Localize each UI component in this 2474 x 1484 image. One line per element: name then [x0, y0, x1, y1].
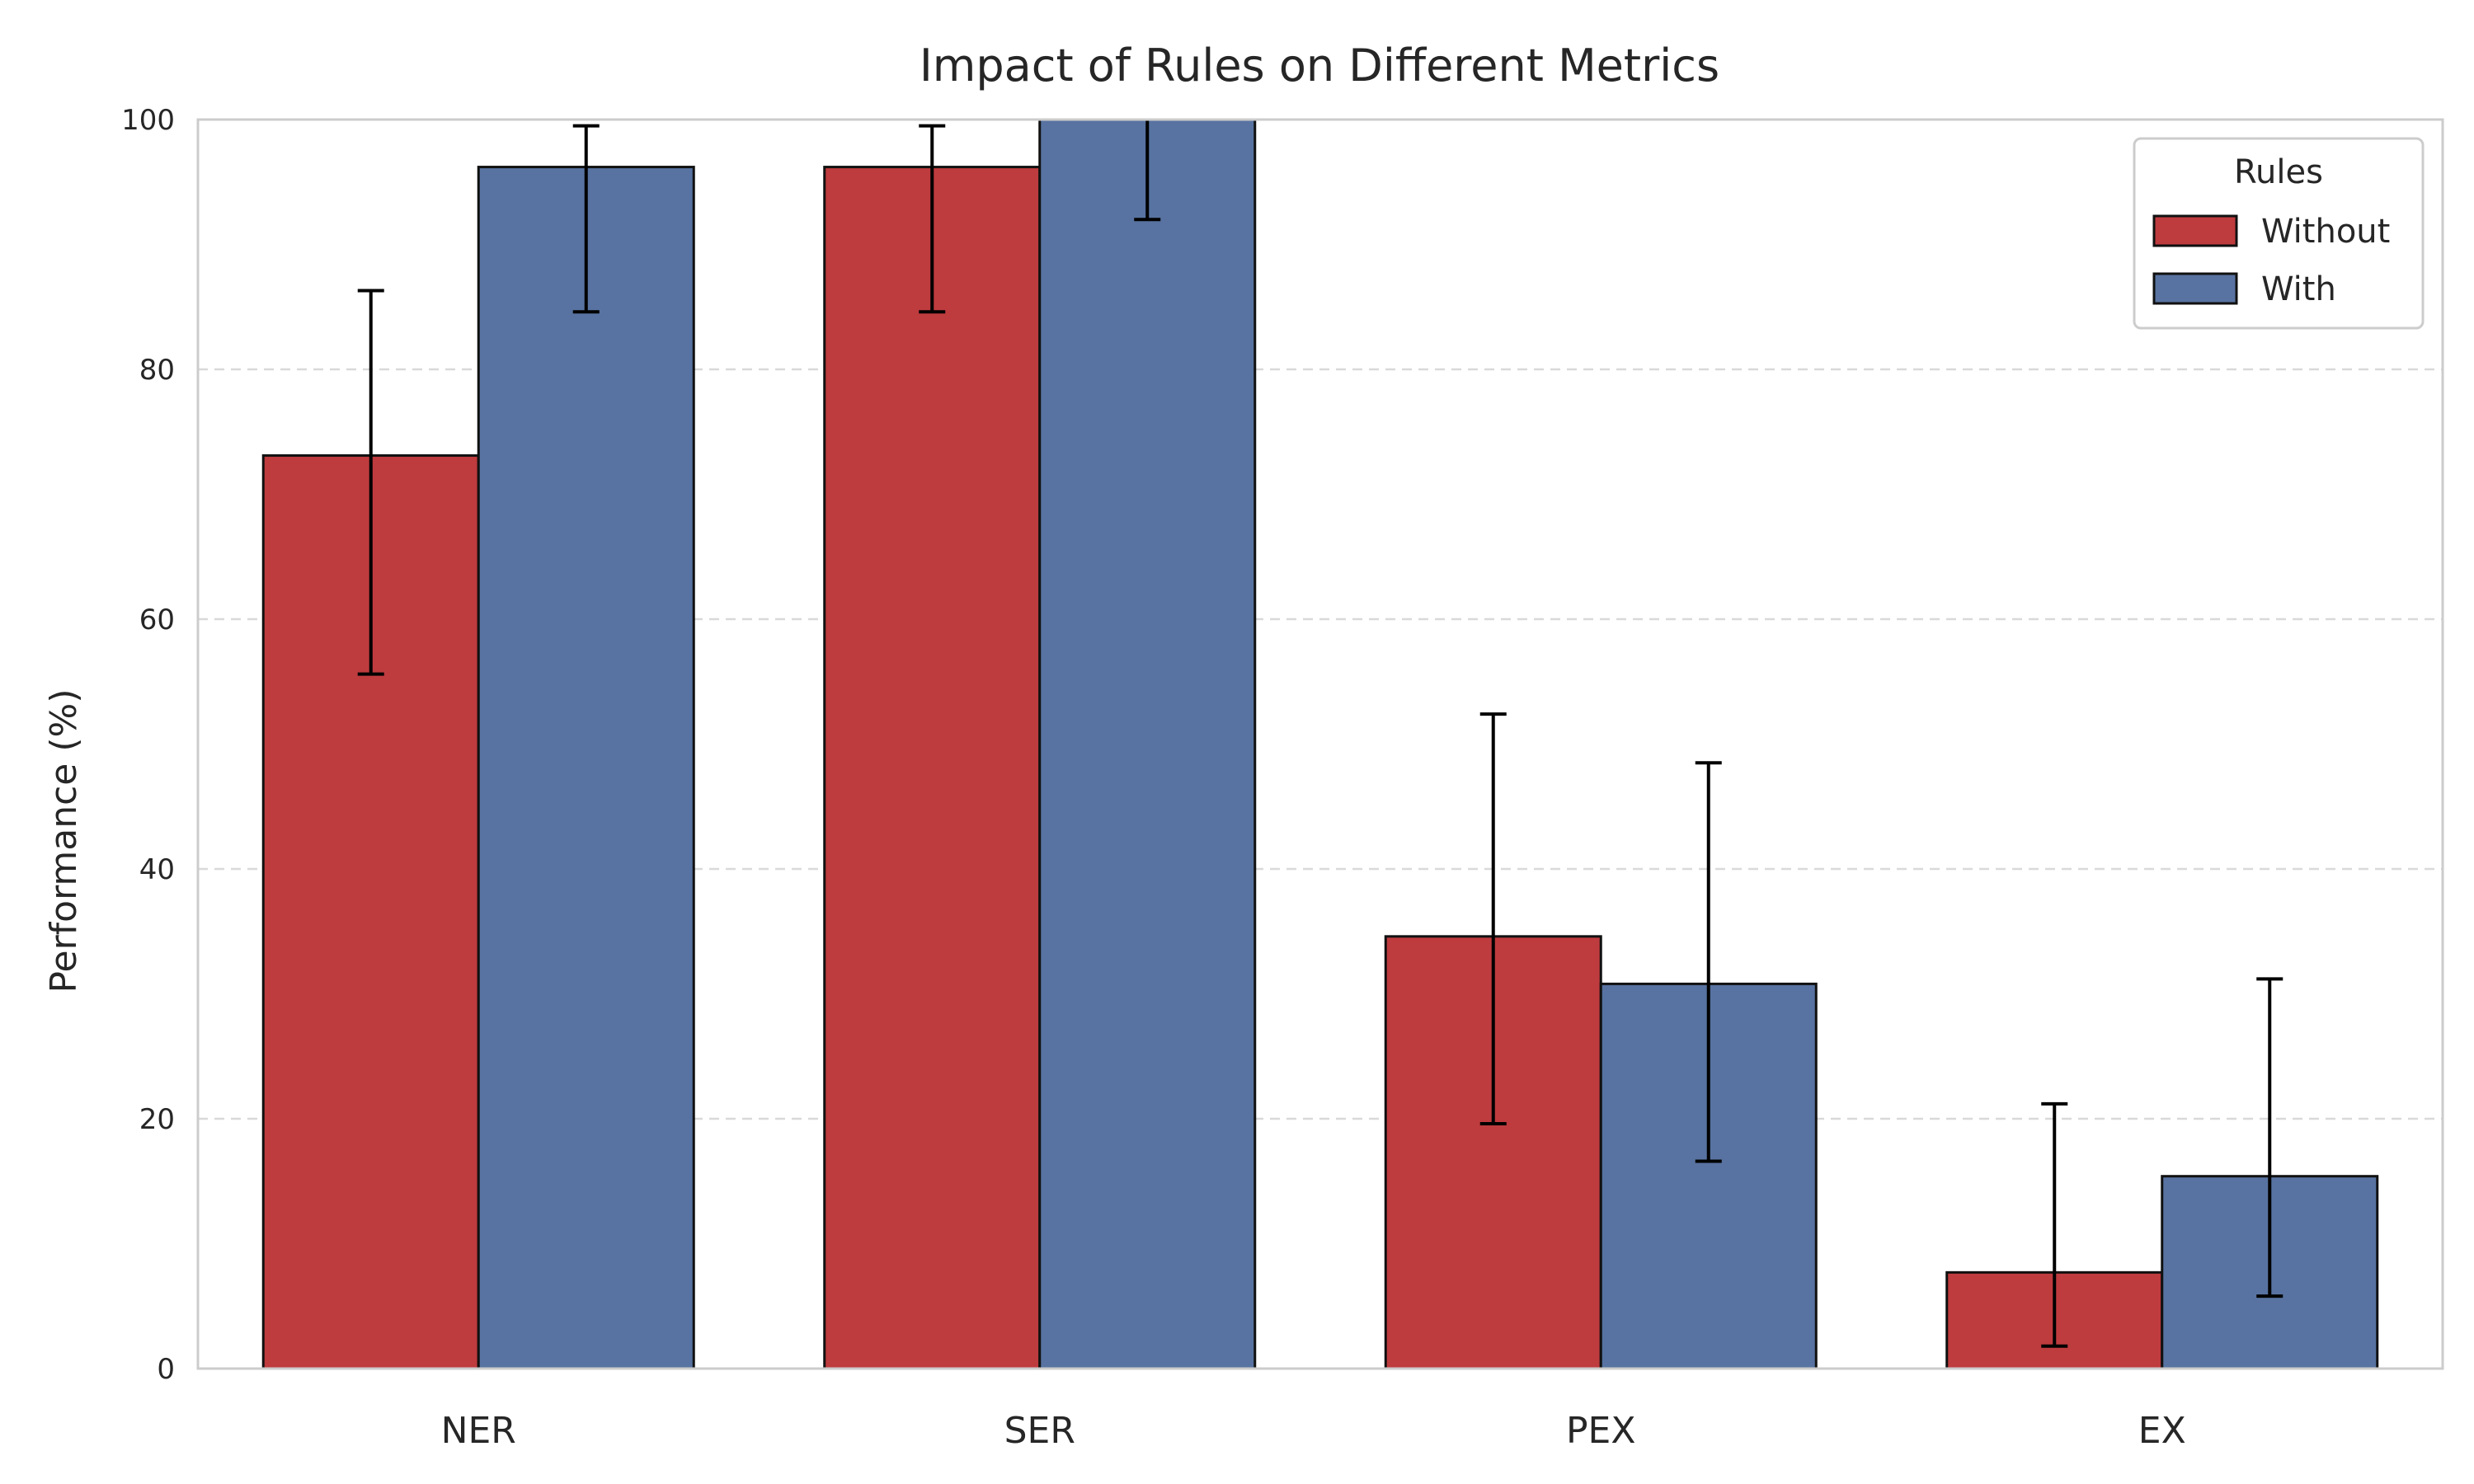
legend-label-without: Without — [2261, 213, 2390, 251]
x-tick-label: PEX — [1566, 1410, 1635, 1452]
error-bars — [357, 120, 2284, 1348]
legend-swatch-without — [2152, 214, 2238, 247]
y-axis-ticks: 0 20 40 60 80 100 — [121, 104, 175, 1386]
y-tick-label: 20 — [139, 1103, 175, 1136]
bar-without-ser — [823, 166, 1042, 1370]
x-axis-ticks: NER SER PEX EX — [441, 1410, 2186, 1452]
x-tick-label: SER — [1004, 1410, 1075, 1452]
y-tick-label: 80 — [139, 354, 175, 387]
x-tick-label: NER — [441, 1410, 516, 1452]
chart-title: Impact of Rules on Different Metrics — [920, 40, 1719, 92]
y-axis-label: Performance (%) — [43, 689, 85, 993]
bar-with-ner — [477, 166, 695, 1370]
y-tick-label: 60 — [139, 603, 175, 636]
legend-title: Rules — [2234, 153, 2323, 191]
legend-swatch-with — [2152, 272, 2238, 305]
plot-frame — [196, 118, 2444, 1370]
y-tick-label: 100 — [121, 104, 175, 137]
legend-label-with: With — [2261, 270, 2336, 308]
x-tick-label: EX — [2138, 1410, 2186, 1452]
bar-with-ser — [1038, 118, 1257, 1370]
y-tick-label: 40 — [139, 853, 175, 886]
legend: Rules Without With — [2133, 137, 2425, 330]
legend-items: Without With — [2152, 213, 2390, 308]
grid-lines — [198, 368, 2443, 1120]
y-tick-label: 0 — [157, 1353, 175, 1386]
